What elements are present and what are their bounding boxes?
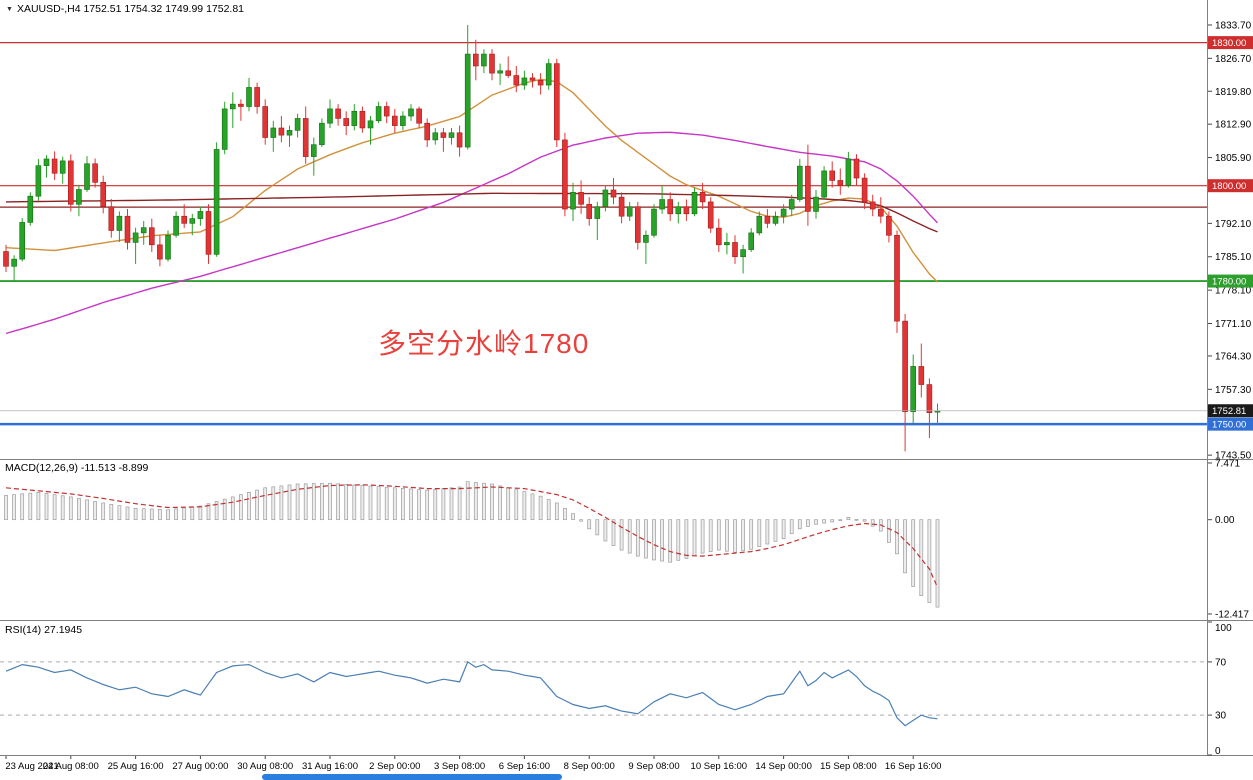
macd-signal-line — [5, 484, 939, 588]
svg-text:1757.30: 1757.30 — [1215, 385, 1252, 396]
svg-text:2 Sep 00:00: 2 Sep 00:00 — [369, 761, 420, 772]
svg-text:1812.90: 1812.90 — [1215, 120, 1252, 131]
main-price-pane — [0, 24, 1207, 452]
moving-average-ma_mid — [5, 131, 939, 335]
svg-text:7.471: 7.471 — [1215, 458, 1240, 469]
svg-text:23 Aug 2021: 23 Aug 2021 — [5, 761, 58, 772]
macd-pane: 7.471 0.00 -12.417 — [4, 458, 1249, 620]
svg-text:1833.70: 1833.70 — [1215, 20, 1252, 31]
svg-text:1792.10: 1792.10 — [1215, 219, 1252, 230]
horizontal-scrollbar[interactable] — [262, 774, 562, 780]
svg-text:30: 30 — [1215, 711, 1227, 722]
svg-text:1752.81: 1752.81 — [1212, 406, 1246, 417]
rsi-indicator-label: RSI(14) 27.1945 — [5, 624, 83, 636]
ohlc-readout: ▼ XAUUSD-,H4 1752.51 1754.32 1749.99 175… — [6, 3, 244, 15]
svg-text:1778.10: 1778.10 — [1215, 286, 1252, 297]
svg-text:70: 70 — [1215, 657, 1227, 668]
svg-text:1743.50: 1743.50 — [1215, 451, 1252, 462]
candles-layer — [3, 24, 941, 452]
svg-text:1826.70: 1826.70 — [1215, 54, 1252, 65]
collapse-indicator-icon[interactable]: ▼ — [6, 5, 13, 13]
svg-text:1830.00: 1830.00 — [1212, 38, 1246, 49]
svg-text:8 Sep 00:00: 8 Sep 00:00 — [564, 761, 615, 772]
svg-text:16 Sep 16:00: 16 Sep 16:00 — [885, 761, 942, 772]
macd-indicator-label: MACD(12,26,9) -11.513 -8.899 — [5, 462, 149, 474]
svg-text:14 Sep 00:00: 14 Sep 00:00 — [755, 761, 812, 772]
svg-text:25 Aug 16:00: 25 Aug 16:00 — [108, 761, 164, 772]
svg-text:31 Aug 16:00: 31 Aug 16:00 — [302, 761, 358, 772]
svg-text:1800.00: 1800.00 — [1212, 181, 1246, 192]
svg-text:24 Aug 08:00: 24 Aug 08:00 — [43, 761, 99, 772]
svg-text:10 Sep 16:00: 10 Sep 16:00 — [691, 761, 748, 772]
price-axis: 1833.70 1826.70 1819.80 1812.90 1805.90 1792.… — [1208, 20, 1253, 462]
svg-text:3 Sep 08:00: 3 Sep 08:00 — [434, 761, 485, 772]
svg-text:1764.30: 1764.30 — [1215, 351, 1252, 362]
symbol-ohlc-text: XAUUSD-,H4 1752.51 1754.32 1749.99 1752.… — [16, 3, 245, 15]
rsi-pane: 100 70 30 0 — [0, 621, 1232, 757]
rsi-line — [5, 660, 938, 727]
moving-average-ma_fast — [5, 78, 938, 283]
svg-text:30 Aug 08:00: 30 Aug 08:00 — [237, 761, 293, 772]
svg-text:1771.10: 1771.10 — [1215, 319, 1252, 330]
svg-text:1780.00: 1780.00 — [1212, 277, 1246, 288]
svg-text:0.00: 0.00 — [1215, 515, 1235, 526]
svg-text:1805.90: 1805.90 — [1215, 153, 1252, 164]
svg-text:-12.417: -12.417 — [1215, 609, 1249, 620]
chart-annotation: 多空分水岭1780 — [378, 328, 590, 359]
svg-text:0: 0 — [1215, 746, 1221, 757]
svg-text:27 Aug 00:00: 27 Aug 00:00 — [172, 761, 228, 772]
svg-text:15 Sep 08:00: 15 Sep 08:00 — [820, 761, 877, 772]
svg-text:1750.00: 1750.00 — [1212, 420, 1246, 431]
svg-text:100: 100 — [1215, 623, 1232, 634]
svg-text:6 Sep 16:00: 6 Sep 16:00 — [499, 761, 550, 772]
svg-text:1785.10: 1785.10 — [1215, 252, 1252, 263]
svg-text:9 Sep 08:00: 9 Sep 08:00 — [628, 761, 679, 772]
moving-average-ma_slow — [5, 192, 938, 233]
svg-text:1819.80: 1819.80 — [1215, 87, 1252, 98]
